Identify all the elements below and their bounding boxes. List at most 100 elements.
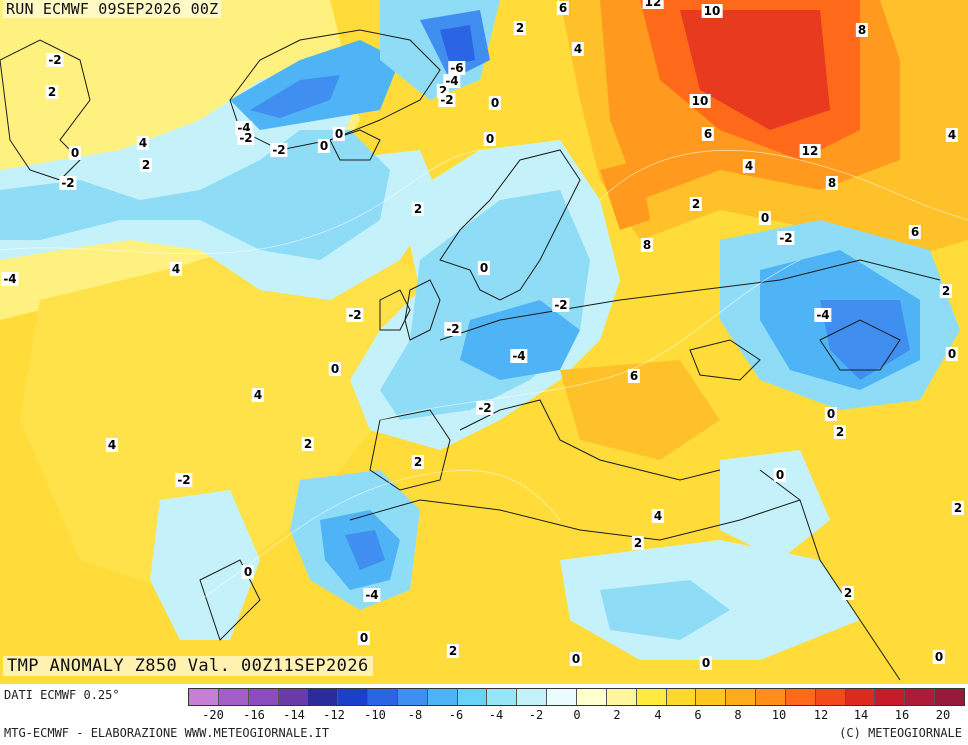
isotherm-label: 0 <box>332 127 346 141</box>
isotherm-lines <box>0 149 968 601</box>
isotherm-label: 2 <box>841 586 855 600</box>
isotherm-label: 0 <box>357 631 371 645</box>
greenland-cold-inner <box>250 75 340 118</box>
isotherm-label: 4 <box>945 128 959 142</box>
color-scale-swatch <box>427 688 458 706</box>
isotherm-label: -2 <box>438 93 456 107</box>
atlantic-south-cool <box>150 490 260 640</box>
isotherm-label: 8 <box>825 176 839 190</box>
color-scale-tick-label: 8 <box>734 708 742 722</box>
isotherm-label: 2 <box>631 536 645 550</box>
data-source-label: DATI ECMWF 0.25° <box>4 688 120 702</box>
color-scale-frame <box>188 688 965 706</box>
northeast-warm <box>880 0 968 80</box>
isotherm-label: -2 <box>59 176 77 190</box>
isotherm-label: 4 <box>571 42 585 56</box>
isotherm-label: -2 <box>175 473 193 487</box>
isotherm-label: 2 <box>45 85 59 99</box>
isotherm-label: 2 <box>411 455 425 469</box>
isotherm-label: -2 <box>777 231 795 245</box>
color-scale-swatch <box>756 688 786 706</box>
color-scale-swatch <box>397 688 428 706</box>
color-scale-swatch <box>815 688 846 706</box>
color-scale-swatch <box>547 688 577 706</box>
isotherm-label: 0 <box>241 565 255 579</box>
isotherm-label: 10 <box>689 94 711 108</box>
isotherm-label: 4 <box>251 388 265 402</box>
color-scale-swatch <box>606 688 637 706</box>
isotherm-label: -4 <box>814 308 832 322</box>
color-scale-tick-label: -20 <box>202 708 224 722</box>
isotherm-label: 0 <box>477 261 491 275</box>
isotherm-label: 0 <box>488 96 502 110</box>
caspian-coast <box>819 319 901 371</box>
color-scale-tick-label: -8 <box>407 708 423 722</box>
isotherm-label: 2 <box>951 501 965 515</box>
color-scale-swatch <box>457 688 488 706</box>
north-africa-coast <box>349 499 801 541</box>
isotherm-label: 2 <box>301 437 315 451</box>
product-title: TMP ANOMALY Z850 Val. 00Z11SEP2026 <box>3 656 373 676</box>
iceland-coast <box>329 129 381 161</box>
color-scale-swatch <box>487 688 518 706</box>
isotherm-label: -2 <box>476 401 494 415</box>
black-sea-coast <box>689 339 761 381</box>
color-scale-swatch <box>338 688 369 706</box>
color-scale-swatch <box>248 688 279 706</box>
isotherm-label: 6 <box>908 225 922 239</box>
color-scale-swatch <box>368 688 398 706</box>
color-scale-tick-label: -14 <box>283 708 305 722</box>
isotherm-label: 4 <box>105 438 119 452</box>
isotherm-label: -2 <box>444 322 462 336</box>
red-sea-coast <box>759 469 901 681</box>
isotherm-label: -6 <box>448 61 466 75</box>
color-scale-swatch <box>308 688 339 706</box>
color-scale-swatch <box>278 688 309 706</box>
coastlines <box>0 29 941 681</box>
color-scale-tick-label: 16 <box>894 708 910 722</box>
isotherm-label: 4 <box>651 509 665 523</box>
color-scale-tick-label: 0 <box>573 708 581 722</box>
color-scale-tick-label: 12 <box>813 708 829 722</box>
isotherm-label: 0 <box>569 652 583 666</box>
north-africa-cool <box>600 580 730 640</box>
balkans-warm-zone <box>560 360 720 460</box>
iberia-cold-core <box>345 530 385 570</box>
color-scale-swatch <box>576 688 607 706</box>
isotherm-label: 0 <box>699 656 713 670</box>
color-scale-tick-label: -16 <box>243 708 265 722</box>
color-scale-swatch <box>218 688 249 706</box>
isotherm-label: -2 <box>552 298 570 312</box>
scandinavia-coast <box>439 149 581 301</box>
color-scale-tick-label: -4 <box>488 708 504 722</box>
cool-atlantic-mid <box>0 130 390 260</box>
isotherm-label: 2 <box>939 284 953 298</box>
color-scale-ticks: -20 -16 -14 -12 -10 -8 -6 -4 -2 0 2 4 6 8 10 12 14 16 20 <box>188 708 965 724</box>
isotherm-label: 4 <box>169 262 183 276</box>
isotherm-label: -2 <box>346 308 364 322</box>
isotherm-label: 2 <box>446 644 460 658</box>
footer: DATI ECMWF 0.25° -20 -16 -14 -12 -10 -8 -6 -4 -2… <box>0 684 968 745</box>
color-scale-swatch <box>696 688 727 706</box>
isotherm-label: 6 <box>556 1 570 15</box>
color-scale-swatch <box>666 688 697 706</box>
color-scale-bar <box>188 688 965 706</box>
color-scale-swatch <box>875 688 906 706</box>
color-scale-tick-label: 14 <box>853 708 869 722</box>
isotherm-label: -4 <box>363 588 381 602</box>
middle-east-pale <box>720 450 830 560</box>
color-scale-swatch <box>517 688 548 706</box>
color-scale-swatch <box>785 688 816 706</box>
isotherm-label: 0 <box>317 139 331 153</box>
east-cold-core <box>820 300 910 380</box>
baltic-orange-spot <box>600 160 650 230</box>
west-africa-coast <box>199 559 261 641</box>
isotherm-label: 2 <box>513 21 527 35</box>
temperature-anomaly-field <box>0 0 968 684</box>
isotherm-label: 0 <box>824 407 838 421</box>
iberia-coast <box>369 409 451 491</box>
color-scale-swatch <box>726 688 757 706</box>
isotherm-label: -4 <box>1 272 19 286</box>
color-scale-tick-label: -10 <box>364 708 386 722</box>
